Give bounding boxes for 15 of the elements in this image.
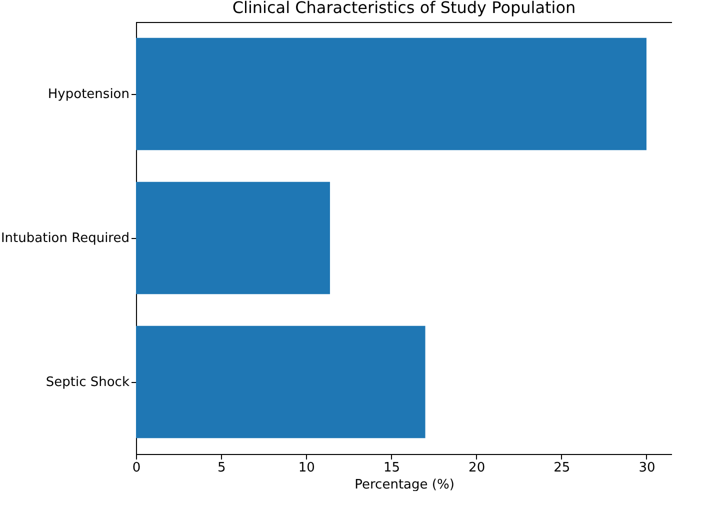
bar: [136, 38, 646, 150]
bar: [136, 182, 330, 294]
x-tick-label: 10: [298, 460, 315, 476]
x-tick-label: 0: [132, 460, 141, 476]
bar: [136, 326, 426, 438]
x-tick-label: 25: [554, 460, 570, 476]
x-tick-label: 20: [468, 460, 486, 476]
y-tick-label: Septic Shock: [46, 375, 130, 390]
x-tick-label: 30: [638, 460, 656, 476]
chart-title: Clinical Characteristics of Study Population: [232, 0, 576, 17]
y-tick-label: Intubation Required: [0, 231, 130, 246]
x-tick-label: 5: [217, 460, 226, 476]
x-tick-label: 15: [383, 460, 400, 476]
x-axis-title: Percentage (%): [354, 478, 454, 492]
y-tick-label: Hypotension: [48, 87, 130, 102]
